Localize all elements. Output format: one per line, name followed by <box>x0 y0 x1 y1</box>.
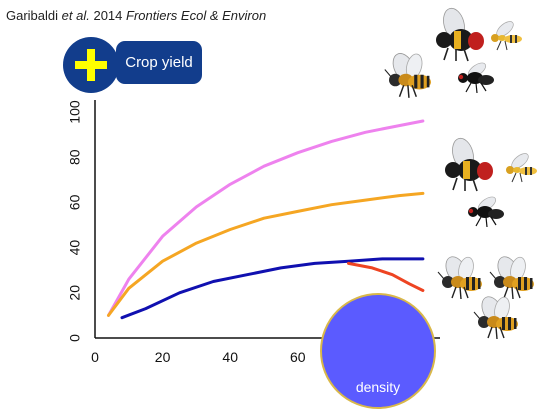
citation-etal: et al. <box>61 8 90 23</box>
y-tick-label-20: 20 <box>67 285 83 301</box>
series-line-3 <box>120 257 425 320</box>
x-tick-label-40: 40 <box>222 349 238 365</box>
series-line-2 <box>107 191 425 317</box>
chart-ticks: 0 20 40 60 0 20 40 60 80 100 <box>67 100 306 365</box>
citation-author: Garibaldi <box>6 8 59 23</box>
x-tick-label-60: 60 <box>290 349 306 365</box>
crop-yield-text: Crop yield <box>125 54 193 71</box>
series-line-4 <box>347 261 425 292</box>
chart-series <box>107 119 425 320</box>
y-tick-label-100: 100 <box>67 100 83 124</box>
plus-badge: + <box>63 37 119 93</box>
series-line-1 <box>107 119 425 317</box>
citation: Garibaldi et al. 2014 Frontiers Ecol & E… <box>6 8 266 23</box>
y-tick-label-80: 80 <box>67 149 83 165</box>
density-bubble: density <box>320 293 436 409</box>
density-label: density <box>355 379 401 395</box>
x-tick-label-0: 0 <box>91 349 99 365</box>
citation-journal: Frontiers Ecol & Environ <box>126 8 267 23</box>
x-tick-label-20: 20 <box>155 349 171 365</box>
crop-yield-label: Crop yield <box>116 41 202 84</box>
y-tick-label-0: 0 <box>67 334 83 342</box>
plus-icon: + <box>75 49 107 81</box>
y-tick-label-60: 60 <box>67 194 83 210</box>
citation-year: 2014 <box>93 8 123 23</box>
y-tick-label-40: 40 <box>67 240 83 256</box>
